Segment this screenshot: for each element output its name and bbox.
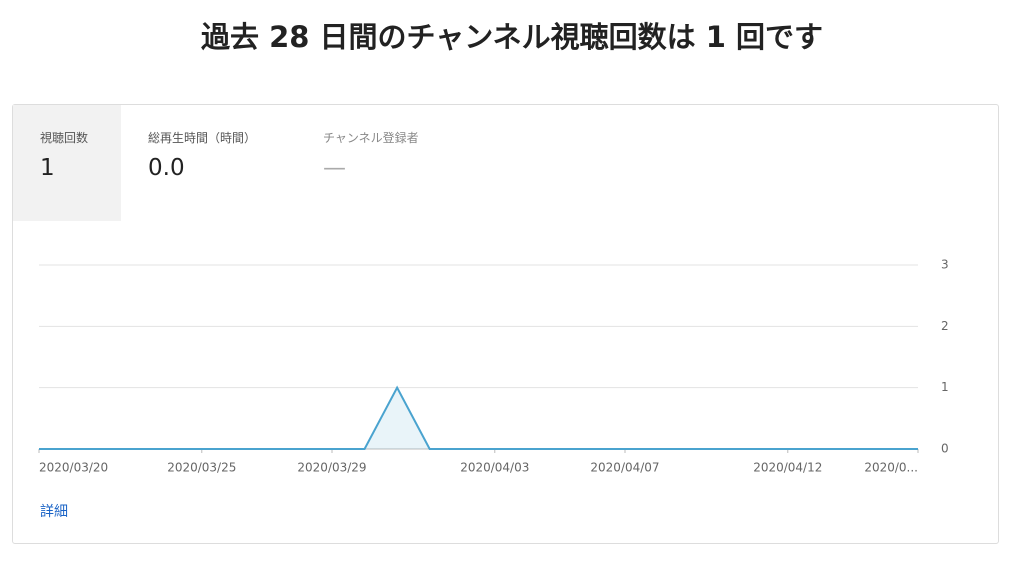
x-tick-label: 2020/03/20: [39, 461, 108, 475]
details-link[interactable]: 詳細: [40, 504, 68, 520]
y-tick-label: 1: [941, 380, 949, 394]
x-tick-label: 2020/04/03: [460, 461, 529, 475]
metric-tab[interactable]: 視聴回数 1: [13, 105, 121, 221]
page-title: 過去 28 日間のチャンネル視聴回数は 1 回です: [200, 20, 824, 54]
metric-value: —: [323, 155, 346, 181]
y-tick-label: 0: [941, 442, 949, 456]
x-tick-label: 2020/04/12: [753, 461, 822, 475]
analytics-card: 視聴回数 1 総再生時間（時間） 0.0 チャンネル登録者 — 詳細: [12, 104, 999, 544]
x-tick-label: 2020/03/25: [167, 461, 236, 475]
x-tick-label: 2020/03/29: [297, 461, 366, 475]
x-tick-label: 2020/04/07: [590, 461, 659, 475]
metric-value: 1: [40, 155, 55, 181]
metric-label: チャンネル登録者: [323, 131, 419, 145]
x-tick-label: 2020/0...: [864, 461, 918, 475]
y-tick-label: 2: [941, 319, 949, 333]
area-fill: [39, 387, 918, 449]
metric-value: 0.0: [148, 155, 185, 181]
line: [39, 385, 918, 450]
metric-label: 総再生時間（時間）: [148, 131, 257, 145]
metric-label: 視聴回数: [40, 131, 89, 145]
y-tick-label: 3: [941, 258, 949, 272]
